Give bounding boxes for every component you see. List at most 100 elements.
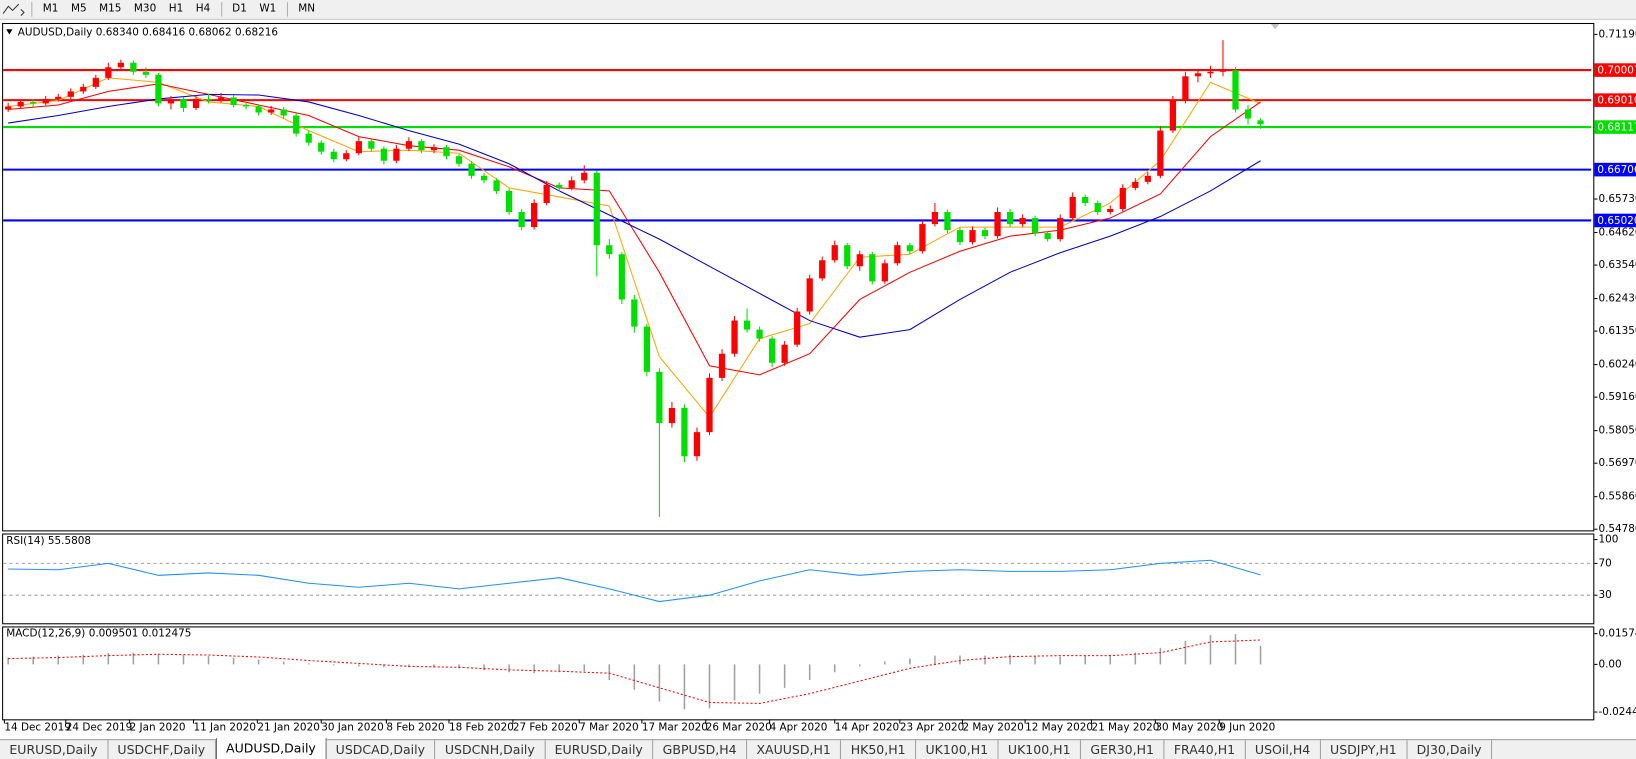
candle-body (1069, 196, 1076, 219)
x-tick-label: 27 Feb 2020 (513, 722, 578, 734)
chart-tab[interactable]: GBPUSD,H4 (653, 740, 748, 759)
timeframe-button[interactable]: MN (298, 3, 316, 15)
separator (220, 2, 222, 17)
candle-body (869, 254, 876, 282)
main-panel (2, 22, 1595, 532)
chart-tab[interactable]: EURUSD,Daily (0, 740, 109, 759)
timeframe-button[interactable]: M5 (70, 3, 87, 15)
candle-body (1182, 76, 1189, 101)
candle-body (293, 115, 300, 134)
candle-body (969, 230, 976, 243)
candle-body (443, 147, 450, 157)
level-label-box (1594, 93, 1636, 107)
timeframe-button[interactable]: M15 (99, 3, 122, 15)
chart-tab[interactable]: UK100,H1 (916, 740, 999, 759)
candle-body (1244, 109, 1252, 119)
candle-body (318, 142, 325, 152)
macd-panel (2, 626, 1595, 721)
candle-body (756, 329, 763, 339)
candle-body (556, 184, 563, 188)
candle-body (192, 98, 200, 108)
level-label-box (1594, 213, 1636, 228)
chart-tab[interactable]: USDCAD,Daily (326, 740, 436, 759)
chart-tab[interactable]: USOil,H4 (1246, 740, 1321, 759)
timeframe-button[interactable]: D1 (232, 3, 247, 15)
chart-tab[interactable]: XAUUSD,H1 (747, 740, 842, 759)
timeframe-button[interactable]: M30 (133, 3, 157, 15)
candle-body (706, 377, 713, 433)
timeframe-toolbar: M1 M5 M15 M30 H1 H4 D1 W1 MN (0, 0, 1636, 20)
chart-tab[interactable]: USDCHF,Daily (108, 740, 216, 759)
candle-body (480, 175, 488, 181)
timeframe-button[interactable]: H4 (195, 3, 211, 15)
candle-body (155, 74, 162, 104)
x-tick-label: 14 Dec 2019 (4, 722, 71, 734)
candle-body (343, 153, 350, 160)
x-tick-label: 7 Mar 2020 (579, 722, 638, 734)
candle-body (994, 212, 1001, 237)
candle-body (681, 408, 688, 457)
candle-body (806, 278, 813, 312)
macd-signal (8, 639, 1261, 704)
candle-body (881, 263, 888, 282)
x-tick-label: 23 Apr 2020 (900, 722, 964, 734)
candle-body (305, 133, 312, 143)
macd-title: MACD(12,26,9) 0.009501 0.012475 (6, 628, 191, 640)
candle-body (280, 109, 287, 116)
candle-body (242, 104, 250, 107)
chart-tab[interactable]: FRA40,H1 (1164, 740, 1246, 759)
candle-body (906, 245, 914, 252)
x-tick-label: 30 Jan 2020 (321, 722, 383, 734)
y-tick-label: -0.02441 (1598, 706, 1636, 718)
x-tick-label: 14 Apr 2020 (835, 722, 899, 734)
level-label: 0.68117 (1597, 122, 1636, 134)
candle-body (781, 344, 788, 363)
candle-body (142, 71, 150, 75)
candle-body (1057, 218, 1064, 240)
x-tick-label: 9 Jun 2020 (1219, 722, 1275, 734)
candle-body (568, 180, 575, 188)
candle-body (593, 172, 600, 246)
chart-tab[interactable]: GER30,H1 (1081, 740, 1165, 759)
candle-body (330, 151, 337, 160)
candle-body (468, 163, 475, 176)
candle-body (205, 98, 212, 101)
candle-body (981, 230, 989, 237)
candle-body (92, 77, 99, 87)
y-tick-label: 0.015741 (1598, 628, 1636, 640)
chart-tab[interactable]: EURUSD,Daily (545, 740, 654, 759)
candle-body (606, 245, 613, 255)
candle-body (418, 141, 425, 151)
candle-body (643, 326, 650, 372)
chart-tab[interactable]: UK100,H1 (999, 740, 1081, 759)
candle-body (1219, 70, 1227, 72)
candle-body (42, 98, 49, 104)
timeframe-button[interactable]: H1 (168, 3, 184, 15)
candle-body (17, 101, 24, 107)
candle-body (455, 156, 463, 164)
candle-body (944, 212, 951, 231)
x-tick-label: 24 Dec 2019 (66, 722, 133, 734)
level-label: 0.70007 (1597, 65, 1636, 77)
timeframe-button[interactable]: M1 (42, 3, 59, 15)
chart-tab[interactable]: AUDUSD,Daily (215, 738, 327, 759)
chart-tab[interactable]: USDCNH,Daily (435, 740, 546, 759)
timeframe-button[interactable]: W1 (259, 3, 277, 15)
chart-tab[interactable]: DJ30,Daily (1407, 740, 1492, 759)
candle-body (1232, 70, 1239, 110)
candle-body (768, 338, 776, 363)
chart-tab[interactable]: HK50,H1 (841, 740, 917, 759)
candle-body (819, 260, 826, 279)
level-label-box (1594, 162, 1636, 177)
candle-body (30, 101, 37, 104)
candle-body (1031, 218, 1039, 234)
chart-tab[interactable]: USDJPY,H1 (1321, 740, 1408, 759)
candle-body (956, 230, 964, 243)
